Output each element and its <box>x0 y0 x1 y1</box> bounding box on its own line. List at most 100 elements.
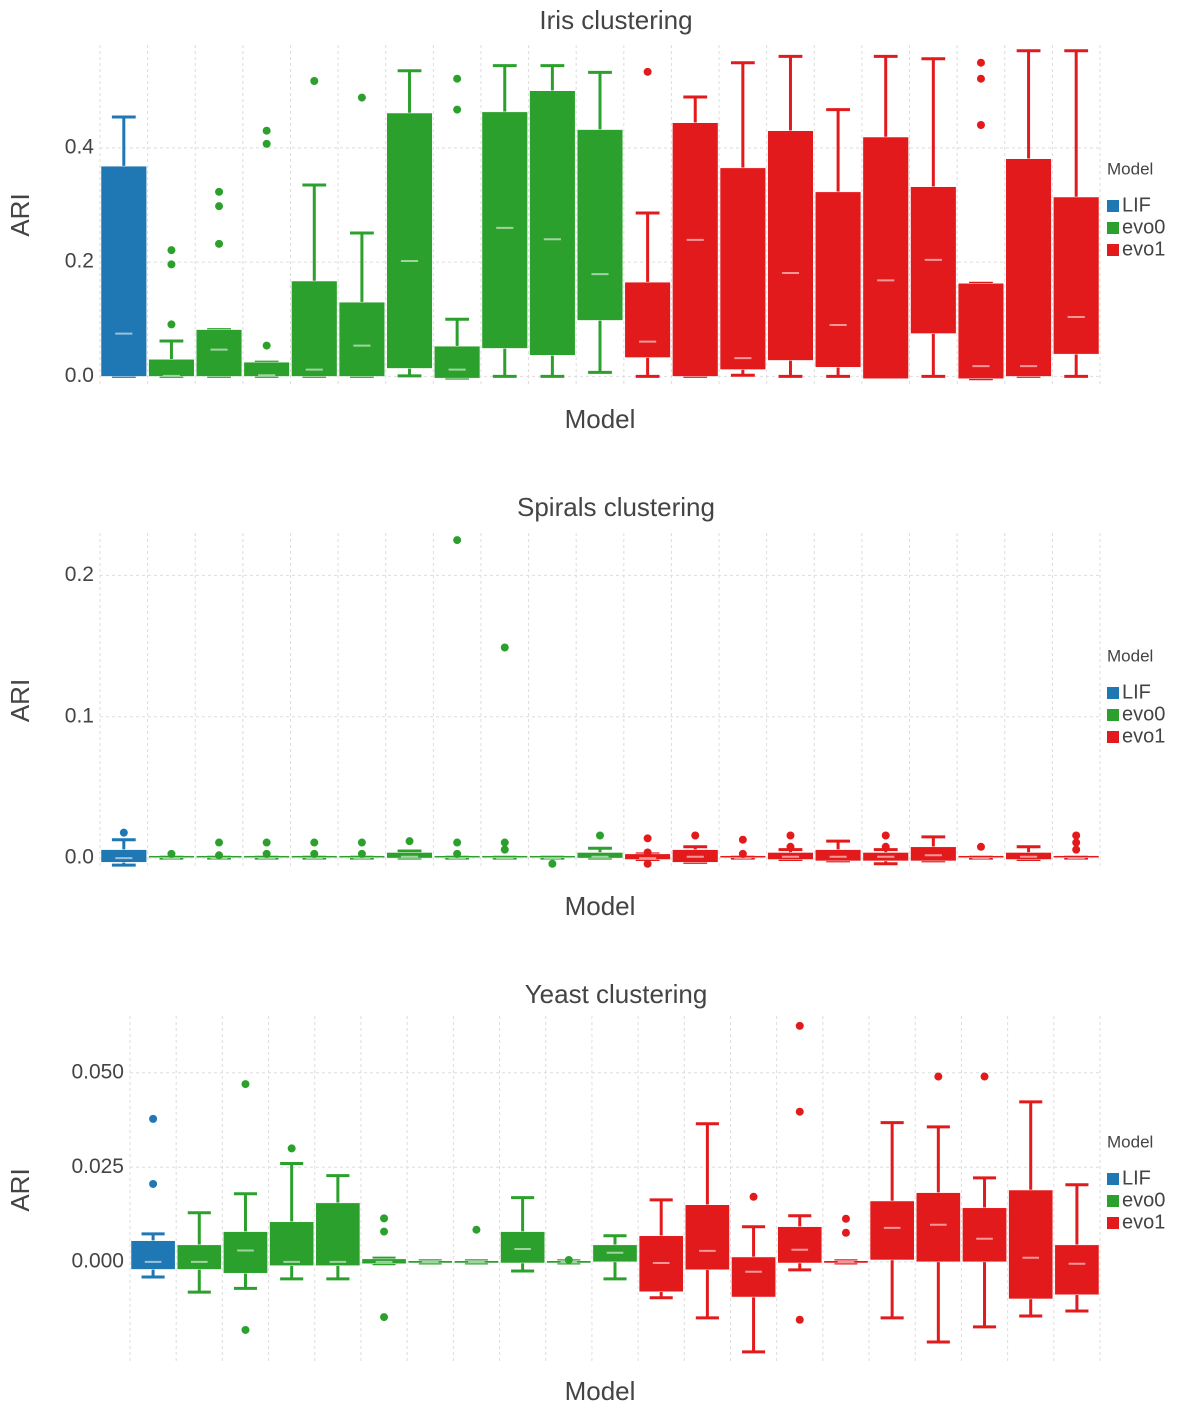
outlier <box>738 835 747 844</box>
outlier <box>500 643 509 652</box>
legend-label: evo1 <box>1122 725 1165 747</box>
box <box>962 1207 1007 1263</box>
legend-label: LIF <box>1122 681 1151 703</box>
outlier <box>167 320 176 329</box>
box <box>731 1256 776 1298</box>
outlier <box>380 1313 389 1322</box>
outlier <box>1072 831 1081 840</box>
chart-title: Yeast clustering <box>525 979 708 1009</box>
outlier <box>643 848 652 857</box>
outlier <box>795 1021 804 1030</box>
legend-swatch <box>1107 687 1119 699</box>
outlier <box>215 838 224 847</box>
legend-label: evo0 <box>1122 216 1165 238</box>
y-tick-label: 0.025 <box>71 1155 124 1178</box>
box <box>130 1240 176 1270</box>
y-tick-label: 0.2 <box>65 250 94 273</box>
box <box>100 165 147 377</box>
outlier <box>691 831 700 840</box>
outlier <box>881 842 890 851</box>
outlier <box>310 849 319 858</box>
outlier <box>841 1214 850 1223</box>
box <box>386 112 433 369</box>
box <box>719 167 766 370</box>
legend-swatch <box>1107 1173 1119 1185</box>
box <box>910 846 957 862</box>
y-tick-label: 0.1 <box>65 704 94 727</box>
outlier <box>500 845 509 854</box>
outlier <box>548 859 557 868</box>
box <box>269 1221 315 1266</box>
outlier <box>215 851 224 860</box>
outlier <box>262 126 271 135</box>
outlier <box>643 834 652 843</box>
outlier <box>453 849 462 858</box>
legend-swatch <box>1107 222 1119 234</box>
box <box>315 1202 361 1266</box>
x-axis-label: Model <box>565 404 636 434</box>
box <box>862 136 909 379</box>
box <box>195 329 243 377</box>
box <box>624 281 671 358</box>
outlier <box>149 1114 158 1123</box>
box <box>869 1200 915 1261</box>
outlier <box>287 1144 296 1153</box>
outlier <box>643 859 652 868</box>
outlier <box>380 1227 389 1236</box>
box <box>915 1192 961 1263</box>
legend-swatch <box>1107 1195 1119 1207</box>
legend-label: LIF <box>1122 194 1151 216</box>
y-axis-label: ARI <box>5 193 35 236</box>
outlier <box>976 121 985 129</box>
x-axis-label: Model <box>565 891 636 921</box>
outlier <box>738 849 747 858</box>
outlier <box>167 246 176 255</box>
box <box>243 361 290 377</box>
box <box>672 122 719 377</box>
box <box>386 852 433 859</box>
outlier <box>262 139 271 148</box>
box <box>481 111 528 349</box>
outlier <box>453 105 462 114</box>
outlier <box>380 1214 389 1223</box>
outlier <box>215 202 224 211</box>
outlier <box>215 239 224 248</box>
outlier <box>795 1107 804 1116</box>
y-axis-label: ARI <box>5 1168 35 1211</box>
outlier <box>262 849 271 858</box>
box <box>148 359 195 377</box>
outlier <box>976 58 985 67</box>
outlier <box>976 842 985 851</box>
outlier <box>310 838 319 847</box>
box <box>434 345 481 379</box>
y-tick-label: 0.0 <box>65 846 94 869</box>
box <box>685 1204 730 1271</box>
y-tick-label: 0.2 <box>65 563 94 586</box>
outlier <box>241 1325 250 1334</box>
y-tick-label: 0.0 <box>65 364 94 387</box>
outlier <box>749 1192 758 1201</box>
outlier <box>310 77 319 85</box>
outlier <box>881 831 890 840</box>
box <box>529 90 576 356</box>
outlier <box>841 1228 850 1237</box>
outlier <box>472 1225 481 1234</box>
legend-title: Model <box>1107 1132 1153 1151</box>
outlier <box>453 838 462 847</box>
outlier <box>934 1072 943 1081</box>
legend-swatch <box>1107 709 1119 721</box>
outlier <box>262 838 271 847</box>
outlier <box>980 1072 989 1081</box>
box <box>500 1231 545 1264</box>
outlier <box>357 93 366 102</box>
box <box>291 280 338 377</box>
outlier <box>1072 838 1081 847</box>
outlier <box>564 1255 573 1264</box>
outlier <box>453 536 462 545</box>
legend-label: evo0 <box>1122 703 1165 725</box>
outlier <box>795 1315 804 1324</box>
outlier <box>215 187 224 196</box>
outlier <box>405 837 414 846</box>
outlier <box>149 1179 158 1188</box>
